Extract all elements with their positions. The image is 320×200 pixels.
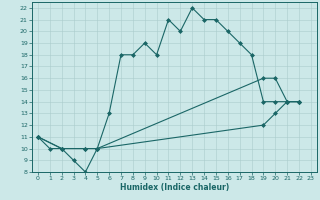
X-axis label: Humidex (Indice chaleur): Humidex (Indice chaleur) <box>120 183 229 192</box>
